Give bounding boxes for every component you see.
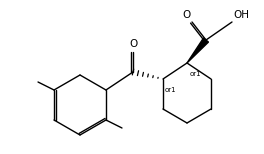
Polygon shape: [187, 38, 209, 63]
Text: or1: or1: [165, 87, 177, 93]
Text: or1: or1: [190, 71, 202, 77]
Text: O: O: [129, 39, 137, 49]
Text: OH: OH: [233, 10, 249, 20]
Text: O: O: [183, 10, 191, 20]
